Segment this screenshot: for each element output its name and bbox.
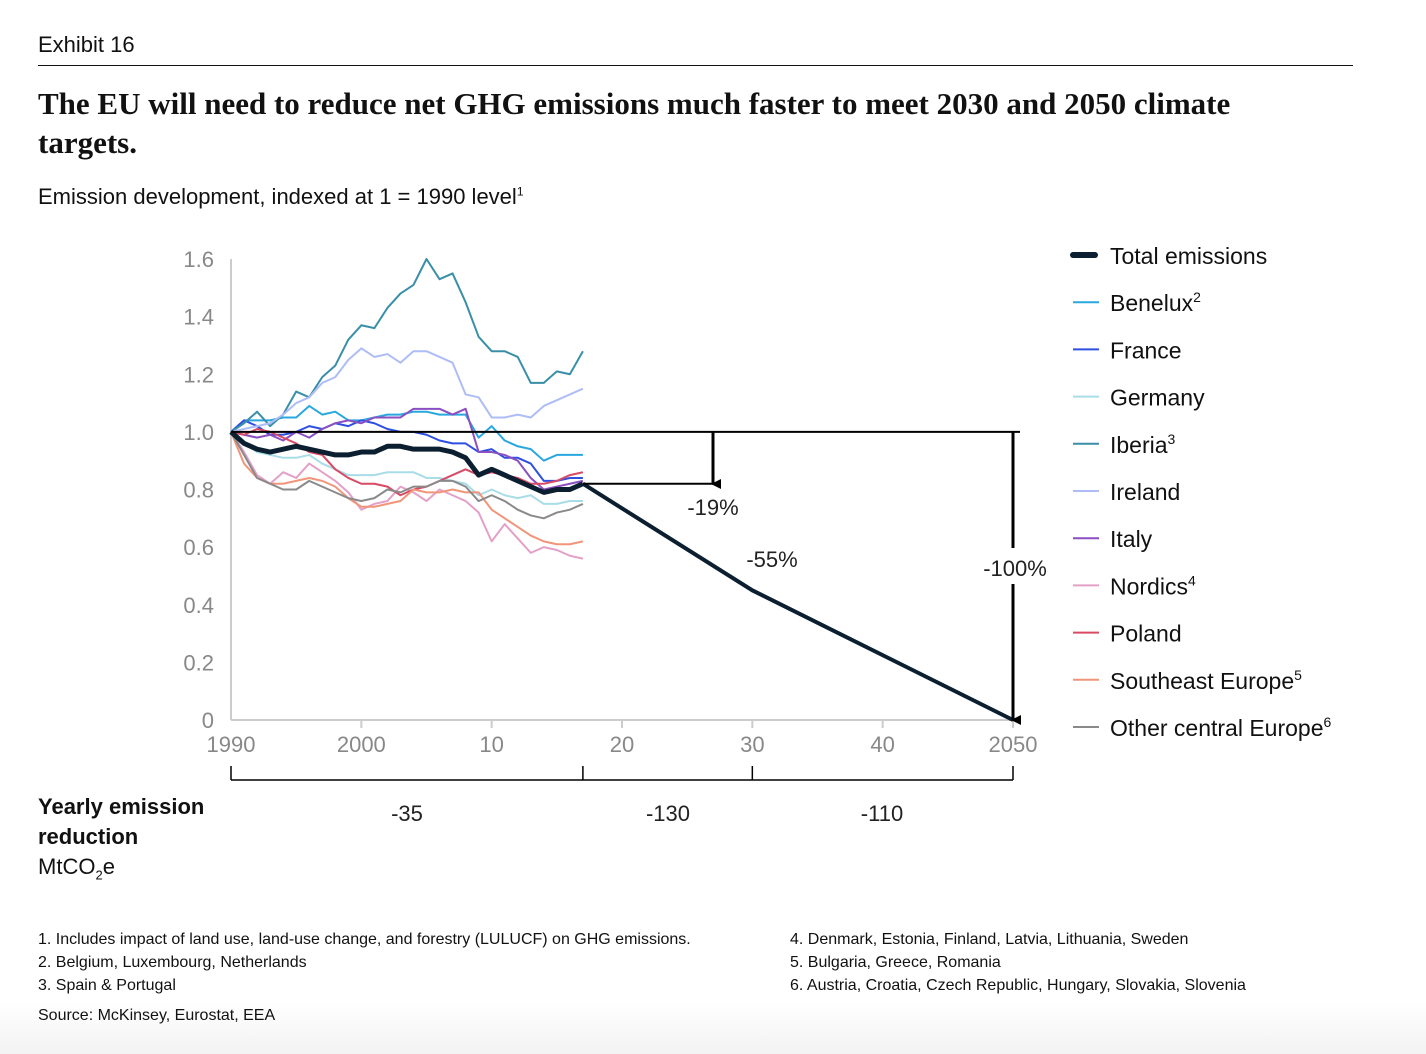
chart-title: The EU will need to reduce net GHG emiss… [38,86,1231,160]
footnotes-left: 1. Includes impact of land use, land-use… [38,928,691,997]
footnote: 4. Denmark, Estonia, Finland, Latvia, Li… [790,931,1189,948]
subtitle-footnote-ref: 1 [516,184,524,199]
legend-label: Southeast Europe5 [1110,667,1302,694]
y-tick-label: 1.2 [183,362,214,387]
yearly-reduction-unit: MtCO2e [38,854,115,882]
reduction-value: -130 [646,801,690,826]
legend-label: Germany [1110,385,1205,411]
footnotes-right: 4. Denmark, Estonia, Finland, Latvia, Li… [790,928,1246,997]
target-path-line [581,482,1014,722]
x-tick-label: 1990 [207,732,256,757]
legend-label: Other central Europe6 [1110,714,1332,741]
y-tick-label: 0.8 [183,478,214,503]
annotation-label: -100% [983,556,1047,581]
y-tick-label: 0.6 [183,535,214,560]
legend-label: Poland [1110,621,1182,647]
x-tick-label: 20 [610,732,634,757]
series-line-total-emissions [229,430,584,495]
yearly-reduction-label: Yearly emission reduction [38,794,205,849]
legend-label: Benelux2 [1110,289,1201,316]
y-tick-label: 0.2 [183,650,214,675]
series-line-ireland [230,347,584,433]
exhibit-number: Exhibit 16 [38,32,135,57]
annotation-label: -19% [687,495,738,520]
series-line-germany [230,431,583,505]
legend-label: Nordics4 [1110,572,1196,599]
legend-label: Ireland [1110,479,1180,505]
footnote: 2. Belgium, Luxembourg, Netherlands [38,954,307,971]
unit-subscript: 2 [95,867,103,883]
x-tick-label: 2050 [989,732,1038,757]
legend-label: Italy [1110,526,1153,552]
y-tick-label: 1.4 [183,305,214,330]
legend-label: Total emissions [1110,243,1267,269]
y-tick-label: 1.6 [183,247,214,272]
x-tick-label: 2000 [337,732,386,757]
footnote: 5. Bulgaria, Greece, Romania [790,954,1001,971]
reduction-value: -110 [861,801,903,826]
footnote: 3. Spain & Portugal [38,977,176,994]
series-line-other-central-europe [230,431,584,520]
annotation-label: -55% [746,547,797,572]
series-line-southeast-europe [230,431,584,546]
unit-text: MtCO [38,854,96,879]
footnote: 1. Includes impact of land use, land-use… [38,931,691,948]
x-tick-label: 30 [740,732,764,757]
x-tick-label: 40 [870,732,894,757]
footnote: 6. Austria, Croatia, Czech Republic, Hun… [790,977,1246,994]
chart-subtitle: Emission development, indexed at 1 = 199… [38,184,524,210]
legend-label: France [1110,337,1182,363]
unit-end: e [102,854,115,879]
y-tick-label: 1.0 [183,420,214,445]
reduction-value: -35 [391,801,423,826]
series-line-poland [230,427,584,497]
y-tick-label: 0.4 [183,593,214,618]
header-divider [38,65,1353,66]
series-line-iberia [230,258,584,433]
subtitle-text: Emission development, indexed at 1 = 199… [38,184,517,209]
legend-label: Iberia3 [1110,431,1176,458]
x-tick-label: 10 [479,732,503,757]
series-line-italy [230,407,584,491]
y-tick-label: 0 [202,708,214,733]
source-note: Source: McKinsey, Eurostat, EEA [38,1007,276,1024]
